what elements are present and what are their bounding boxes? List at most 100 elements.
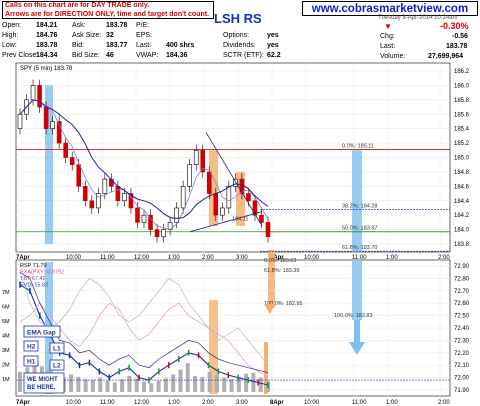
- top-y-tick-label: 185.4: [454, 127, 470, 133]
- fib-level-label: 61.8%: 183.70: [342, 245, 377, 251]
- volume-tick-label: 2M: [2, 363, 10, 369]
- bottom-moving-average: [19, 271, 269, 373]
- orange-highlight-bar-4: [209, 300, 218, 394]
- bid-size-label: Bid Size:: [72, 52, 100, 59]
- change-percent: -0.30%: [440, 21, 469, 31]
- volume-bar: [90, 380, 95, 392]
- candle-body: [148, 214, 153, 230]
- h1-label: H1: [27, 359, 36, 366]
- volume-bar: [251, 372, 256, 392]
- high-value: 184.76: [36, 32, 58, 39]
- evdi-line: [19, 272, 269, 366]
- candle-body: [265, 222, 271, 238]
- h2-label: H2: [27, 344, 36, 351]
- top-y-tick-label: 184.6: [454, 184, 470, 190]
- bottom-x-tick-label: 12:00: [134, 400, 150, 406]
- bid-size-value: 46: [106, 52, 114, 59]
- orange-highlight-bar-1: [209, 150, 218, 226]
- volume-label: Volume:: [380, 53, 406, 60]
- volume-tick-label: 7M: [2, 290, 10, 296]
- candle-body: [200, 149, 206, 173]
- bottom-x-tick-label: 11:00: [352, 400, 367, 406]
- bottom-legend-label: PXA(PXY) 0.9792: [20, 270, 64, 276]
- dividends-value: yes: [267, 42, 279, 49]
- moving-average-long: [19, 99, 269, 219]
- volume-bar: [18, 372, 22, 392]
- bottom-y-tick-label: 72.80: [454, 276, 470, 282]
- fib-level-label: 0.0%: 185.11: [342, 144, 374, 150]
- volume-bar: [112, 382, 117, 392]
- volume-bar: [236, 376, 241, 392]
- bottom-fib-label: 100.0%: 182.83: [334, 313, 373, 319]
- volume-bar: [244, 373, 249, 392]
- bottom-x-tick-label: 8Apr: [270, 400, 284, 406]
- volume-bar: [171, 374, 176, 392]
- candle-body: [30, 85, 36, 101]
- blue-highlight-bar-2: [352, 150, 362, 252]
- top-y-tick-label: 184.2: [454, 213, 470, 219]
- quote-header: Calls on this chart are for DAY TRADE on…: [0, 0, 480, 62]
- bottom-x-tick-label: 1:00: [168, 400, 180, 406]
- change-value: -0.56: [452, 33, 468, 40]
- bottom-x-tick-label: 1:00: [386, 400, 398, 406]
- candle-body: [226, 186, 232, 209]
- blue-highlight-bar-1: [45, 85, 53, 245]
- low-label: Low:: [2, 42, 17, 49]
- ema-gap-label-box: [23, 325, 61, 338]
- orange-highlight-bar-5: [264, 342, 268, 394]
- blue-highlight-bar-4: [352, 260, 362, 320]
- bottom-x-tick-label: 7Apr: [16, 400, 30, 406]
- bottom-y-tick-label: 72.60: [454, 301, 470, 307]
- volume-tick-label: 3M: [2, 348, 10, 354]
- dividends-label: Dividends:: [223, 42, 256, 49]
- volume-bar: [83, 379, 88, 392]
- bottom-x-tick-label: 2:00: [438, 400, 450, 406]
- ask-value: 183.78: [106, 22, 128, 29]
- open-value: 184.21: [36, 22, 58, 29]
- bottom-y-tick-label: 72.10: [454, 363, 470, 369]
- candle-body: [109, 178, 114, 187]
- bottom-fib-label: 100.0%: 182.95: [264, 301, 303, 307]
- candle-body: [82, 186, 88, 202]
- orange-down-arrow-icon: [264, 304, 275, 314]
- vwap-label: VWAP:: [136, 52, 159, 59]
- volume-bar: [120, 379, 125, 392]
- top-x-tick-label: 11:00: [352, 255, 367, 261]
- top-x-tick-label: 8Apr: [270, 255, 284, 261]
- candle-body: [154, 229, 160, 238]
- candle-body: [187, 164, 192, 187]
- prev-close-value: 184.34: [36, 52, 58, 59]
- candle-body: [37, 85, 42, 108]
- site-url-link[interactable]: www.cobrasmarketview.com: [302, 1, 478, 16]
- volume-bar: [214, 375, 219, 392]
- volume-bar: [229, 379, 234, 392]
- top-x-tick-label: 1:00: [168, 255, 180, 261]
- top-y-tick-label: 186.2: [454, 69, 470, 75]
- disclaimer-line-2: Arrows are for DIRECTION ONLY, time and …: [5, 10, 210, 18]
- volume-tick-label: 6M: [2, 305, 10, 311]
- top-legend-label: SPY (5 min) 183.78: [20, 66, 73, 72]
- volume-bar: [185, 363, 190, 392]
- symbol-title: LSH RS: [214, 11, 262, 26]
- orange-highlight-bar-2: [236, 171, 245, 226]
- candle-body: [246, 193, 251, 202]
- bottom-y-tick-label: 72.30: [454, 338, 470, 344]
- candle-body: [161, 229, 166, 238]
- sctr-value: 62.2: [267, 52, 281, 59]
- down-arrow-icon: ▼: [384, 22, 392, 31]
- candle-body: [220, 207, 225, 216]
- top-x-tick-label: 2:00: [202, 255, 214, 261]
- candle-body: [128, 193, 134, 209]
- top-x-tick-label: 2:00: [438, 255, 450, 261]
- ask-size-value: 32: [106, 32, 114, 39]
- prev-close-label: Prev Close:: [2, 52, 39, 59]
- bottom-y-tick-label: 71.90: [454, 388, 470, 394]
- candle-body: [213, 193, 219, 216]
- change-label: Chg:: [380, 33, 395, 40]
- bid-label: Bid:: [72, 42, 85, 49]
- candle-body: [76, 164, 82, 187]
- top-y-tick-label: 185.6: [454, 112, 470, 118]
- l1-label: L1: [53, 346, 61, 353]
- fib-level-label: 38.2%: 184.28: [342, 203, 377, 209]
- candle-body: [141, 214, 147, 223]
